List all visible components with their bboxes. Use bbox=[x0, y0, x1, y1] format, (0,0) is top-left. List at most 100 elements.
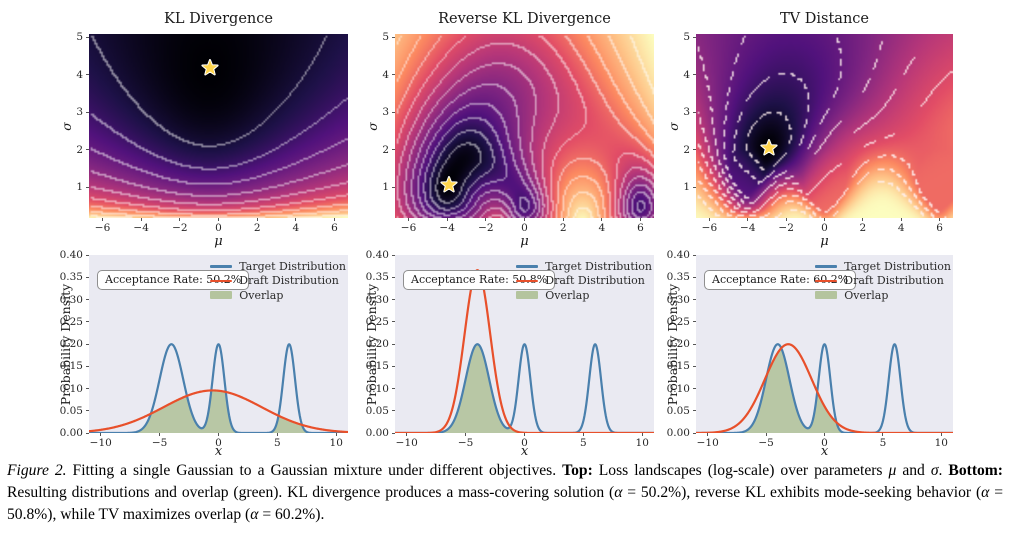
x-tick-label: −6 bbox=[400, 222, 417, 234]
probability-density-axis-label: Probability Density bbox=[58, 283, 74, 405]
caption-run: α bbox=[614, 483, 623, 501]
tv-contour-plot-area: −6 −4 −2 0 2 4 6 1 2 3 4 5 bbox=[683, 31, 953, 234]
y-tick-mark bbox=[693, 74, 696, 76]
y-tick-label: 0.20 bbox=[666, 338, 690, 350]
legend: Target Distribution Draft Distribution Ove… bbox=[210, 259, 346, 303]
y-tick-label: 5 bbox=[683, 31, 690, 43]
x-tick-mark bbox=[159, 433, 161, 436]
figure-caption: Figure 2. Fitting a single Gaussian to a… bbox=[7, 460, 1003, 525]
plot-title: TV Distance bbox=[780, 11, 869, 27]
x-tick-mark bbox=[824, 218, 825, 221]
y-tick-label: 4 bbox=[382, 68, 389, 81]
x-tick-mark bbox=[218, 433, 219, 436]
y-tick-label: 0.15 bbox=[666, 360, 690, 373]
caption-run: and bbox=[896, 462, 931, 479]
y-tick-label: 2 bbox=[76, 143, 83, 156]
y-tick-label: 0.05 bbox=[666, 404, 690, 417]
draft-line-swatch bbox=[516, 279, 539, 283]
y-tick-mark bbox=[86, 36, 89, 38]
y-tick-mark bbox=[693, 299, 696, 300]
y-axis-label-wrap: Probability Density bbox=[665, 255, 681, 433]
y-tick-mark bbox=[693, 149, 696, 151]
x-tick-label: 5 bbox=[879, 437, 887, 449]
x-tick-mark bbox=[485, 218, 487, 221]
sigma-axis-label: σ bbox=[58, 121, 74, 131]
x-tick-label: 0 bbox=[215, 222, 222, 234]
plot-title: KL Divergence bbox=[164, 11, 273, 27]
optimum-star-icon bbox=[440, 175, 458, 193]
x-tick-mark bbox=[408, 218, 410, 221]
y-tick-label: 1 bbox=[76, 181, 83, 194]
legend: Target Distribution Draft Distribution Ove… bbox=[815, 259, 951, 303]
x-tick-label: 4 bbox=[292, 222, 300, 234]
optimum-star-icon bbox=[201, 59, 219, 76]
x-tick-label: 10 bbox=[635, 437, 649, 449]
y-tick-label: 3 bbox=[382, 106, 389, 119]
x-tick-mark bbox=[524, 433, 525, 436]
x-tick-label: 4 bbox=[598, 222, 606, 234]
x-tick-label: 0 bbox=[521, 222, 528, 234]
x-tick-label: −10 bbox=[89, 437, 112, 449]
x-tick-mark bbox=[335, 433, 337, 436]
x-tick-mark bbox=[100, 433, 102, 436]
x-tick-mark bbox=[446, 218, 448, 221]
x-tick-mark bbox=[295, 218, 297, 221]
y-tick-mark bbox=[86, 299, 89, 300]
optimum-star-icon bbox=[760, 138, 778, 156]
x-tick-mark bbox=[102, 218, 104, 221]
x-axis-label: x bbox=[520, 444, 529, 459]
x-tick-label: 0 bbox=[521, 437, 528, 449]
x-tick-label: −4 bbox=[740, 222, 756, 234]
y-tick-mark bbox=[86, 343, 89, 345]
y-tick-mark bbox=[86, 111, 89, 113]
y-tick-label: 0.40 bbox=[365, 249, 389, 261]
y-tick-mark bbox=[693, 365, 696, 367]
y-tick-mark bbox=[693, 36, 696, 38]
y-tick-label: 0.25 bbox=[666, 315, 690, 328]
y-tick-label: 4 bbox=[683, 68, 690, 81]
y-tick-mark bbox=[392, 186, 395, 188]
y-axis-label-wrap: Probability Density bbox=[58, 255, 74, 433]
x-tick-label: 6 bbox=[637, 222, 644, 234]
y-tick-label: 0.15 bbox=[365, 360, 389, 373]
caption-run: α bbox=[981, 483, 990, 501]
y-tick-mark bbox=[86, 186, 89, 188]
y-tick-label: 0.25 bbox=[59, 315, 83, 328]
y-tick-label: 0.20 bbox=[59, 338, 83, 350]
y-tick-label: 0.15 bbox=[59, 360, 83, 373]
draft-line-swatch bbox=[815, 279, 838, 283]
x-tick-label: 4 bbox=[897, 222, 905, 234]
x-tick-mark bbox=[862, 218, 864, 221]
x-tick-label: −2 bbox=[478, 222, 494, 234]
legend-label: Overlap bbox=[844, 288, 889, 302]
y-tick-mark bbox=[392, 321, 395, 323]
y-tick-mark bbox=[693, 111, 696, 113]
x-axis-label: x bbox=[820, 444, 829, 459]
y-tick-mark bbox=[392, 410, 395, 412]
overlap-patch-swatch bbox=[516, 291, 539, 300]
y-tick-label: 5 bbox=[76, 31, 83, 43]
y-tick-mark bbox=[86, 365, 89, 367]
x-tick-mark bbox=[256, 218, 258, 221]
y-tick-mark bbox=[392, 74, 395, 76]
x-tick-label: 0 bbox=[215, 437, 222, 449]
x-tick-mark bbox=[785, 218, 787, 221]
y-tick-mark bbox=[392, 432, 395, 434]
x-tick-label: −4 bbox=[439, 222, 455, 234]
x-tick-label: 6 bbox=[331, 222, 338, 234]
caption-run: σ bbox=[930, 462, 939, 479]
reverse-kl-contour-plot-area: −6 −4 −2 0 2 4 6 1 2 3 4 5 bbox=[382, 31, 654, 234]
caption-run: Figure 2. bbox=[7, 462, 67, 479]
caption-run: = 50.8%), while TV maximizes overlap ( bbox=[7, 483, 1004, 523]
y-tick-label: 0.05 bbox=[365, 404, 389, 417]
y-tick-mark bbox=[86, 388, 89, 389]
x-tick-mark bbox=[582, 433, 584, 436]
x-tick-label: −2 bbox=[778, 222, 794, 234]
y-tick-mark bbox=[392, 149, 395, 151]
tv-fit-plot-area: Acceptance Rate: 60.2% Target Distributi… bbox=[667, 249, 953, 449]
caption-run: Bottom: bbox=[948, 462, 1003, 479]
y-tick-mark bbox=[392, 36, 395, 38]
y-tick-mark bbox=[693, 388, 696, 389]
y-tick-label: 0.35 bbox=[666, 271, 690, 284]
